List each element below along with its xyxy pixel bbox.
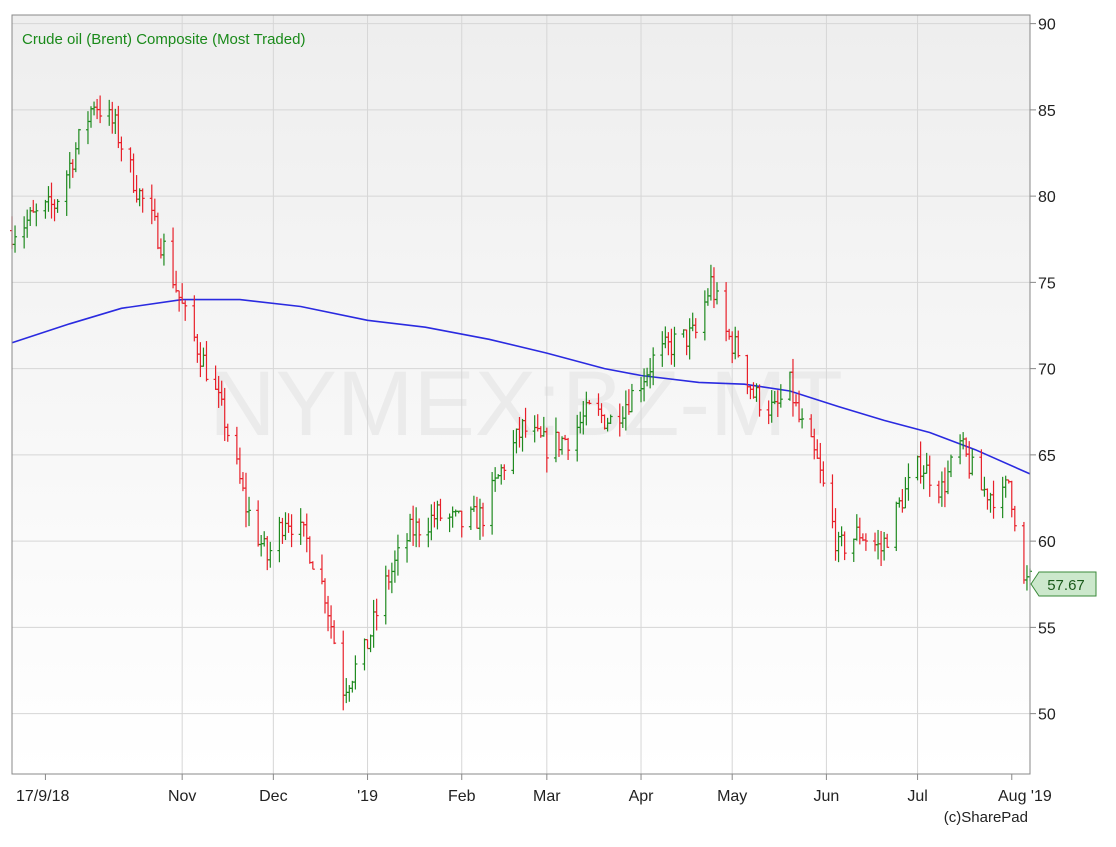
chart-title: Crude oil (Brent) Composite (Most Traded… xyxy=(22,31,305,48)
ohlc-bar xyxy=(459,510,464,538)
price-bars-layer xyxy=(10,95,1032,711)
credit-text: (c)SharePad xyxy=(944,809,1028,826)
ohlc-bar xyxy=(55,199,60,213)
moving-average-line xyxy=(11,298,1031,475)
ohlc-bar xyxy=(566,437,571,460)
ohlc-bar xyxy=(608,414,613,424)
y-tick-label: 55 xyxy=(1038,620,1056,637)
y-tick-label: 60 xyxy=(1038,534,1056,551)
ohlc-bar xyxy=(353,655,358,690)
ohlc-bar xyxy=(225,423,230,442)
x-tick-label: Jun xyxy=(814,788,840,805)
watermark-text: NYMEX:BZ-MT xyxy=(209,353,843,455)
x-tick-label: Feb xyxy=(448,788,476,805)
ohlc-bar xyxy=(395,534,400,576)
last-price-label: 57.67 xyxy=(1047,577,1085,594)
y-tick-label: 85 xyxy=(1038,103,1056,120)
ohlc-bar xyxy=(991,480,996,519)
x-tick-label: Apr xyxy=(629,788,655,805)
ohlc-bar xyxy=(715,282,720,305)
y-tick-label: 90 xyxy=(1038,17,1056,34)
ohlc-bar xyxy=(140,188,145,213)
ohlc-bar xyxy=(161,233,166,266)
ohlc-bar xyxy=(778,384,783,408)
ohlc-bar xyxy=(863,533,868,551)
ohlc-bar xyxy=(310,561,315,570)
x-tick-label: May xyxy=(717,788,747,805)
ohlc-bar xyxy=(629,383,634,413)
grid-layer xyxy=(12,15,1030,774)
ohlc-bar xyxy=(523,407,528,438)
ohlc-bar xyxy=(417,518,422,548)
y-tick-label: 75 xyxy=(1038,275,1056,292)
ohlc-bar xyxy=(76,128,81,155)
last-price-badge: 57.67 xyxy=(1030,571,1097,597)
x-tick-label: Dec xyxy=(259,788,287,805)
ohlc-bar xyxy=(374,598,379,631)
ohlc-bar xyxy=(119,136,124,162)
ohlc-bar xyxy=(98,95,103,124)
ohlc-bar xyxy=(651,347,656,386)
y-tick-label: 70 xyxy=(1038,362,1056,379)
y-tick-label: 50 xyxy=(1038,707,1056,724)
y-tick-label: 65 xyxy=(1038,448,1056,465)
plot-frame xyxy=(11,14,1031,775)
axis-layer: 50 55 60 65 70 75 80 85 90 17/9/18 Nov Dec '19 Feb Mar… xyxy=(16,17,1056,805)
ohlc-bar xyxy=(438,498,443,522)
ohlc-bar xyxy=(757,384,762,417)
ohlc-bar xyxy=(885,533,890,548)
ohlc-bar xyxy=(970,448,975,476)
ohlc-bar xyxy=(842,531,847,561)
ohlc-bar xyxy=(502,464,507,481)
moving-average-layer xyxy=(11,298,1031,475)
ohlc-bar xyxy=(481,502,486,537)
y-tick-label: 80 xyxy=(1038,189,1056,206)
x-tick-label: Mar xyxy=(533,788,561,805)
ohlc-bar xyxy=(672,326,677,367)
ohlc-bar xyxy=(183,300,188,321)
ohlc-bar xyxy=(268,541,273,568)
x-tick-label: Jul xyxy=(907,788,927,805)
ohlc-bar xyxy=(927,455,932,497)
ohlc-bar xyxy=(587,400,592,405)
ohlc-bar xyxy=(332,620,337,645)
ohlc-bar xyxy=(693,318,698,339)
ohlc-bar xyxy=(906,463,911,501)
ohlc-bar xyxy=(1012,505,1017,532)
ohlc-bar xyxy=(247,496,252,527)
x-tick-label: Nov xyxy=(168,788,196,805)
ohlc-bar xyxy=(948,454,953,478)
x-tick-label: 17/9/18 xyxy=(16,788,69,805)
x-tick-label: Aug '19 xyxy=(998,788,1052,805)
last-price-badge-shape xyxy=(1030,571,1097,597)
ohlc-bar xyxy=(34,203,39,227)
x-tick-label: '19 xyxy=(357,788,378,805)
ohlc-bar xyxy=(13,225,18,253)
plot-background xyxy=(12,15,1030,774)
ohlc-bar xyxy=(821,461,826,487)
ohlc-bar xyxy=(736,330,741,358)
ohlc-bar xyxy=(204,341,209,382)
ohlc-bar xyxy=(289,514,294,548)
ohlc-bar xyxy=(800,408,805,429)
ohlc-bar xyxy=(544,427,549,473)
